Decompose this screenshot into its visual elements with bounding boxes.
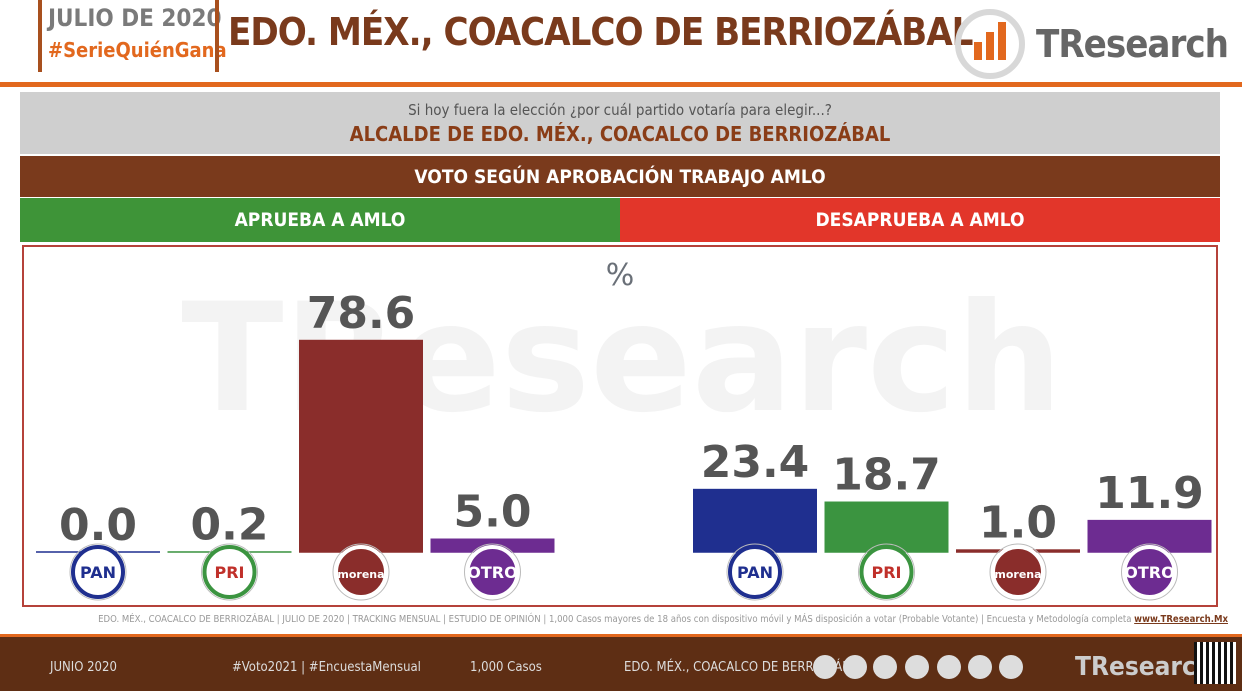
category-label: PAN [80,563,116,582]
section: VOTO SEGÚN APROBACIÓN TRABAJO AMLO [20,156,1220,197]
value-label: 0.2 [191,499,269,550]
social-icons [813,655,1023,679]
divider [215,0,219,72]
category-label: PRI [872,563,902,582]
value-label: 23.4 [701,437,810,488]
party-logo [465,545,520,599]
hashtag: #SerieQuiénGana [48,38,227,62]
category-label: PRI [215,563,245,582]
value-label: 18.7 [832,450,941,501]
category-label: morena [994,568,1041,581]
party-logo-ring [989,543,1047,601]
footer: JUNIO 2020 #Voto2021 | #EncuestaMensual … [0,634,1242,691]
bar [299,339,423,552]
qr-code [1194,642,1236,684]
footnote-link[interactable]: www.TResearch.Mx [1134,614,1228,625]
party-logo [202,545,257,599]
value-label: 1.0 [979,497,1057,548]
unit: % [606,258,635,293]
footer-brand: TResearch [1075,652,1213,682]
party-logo [728,545,782,599]
party-logo [991,545,1045,599]
value-label: 78.6 [307,288,416,339]
value-label: 11.9 [1095,468,1204,519]
divider [38,0,42,72]
office: ALCALDE DE EDO. MÉX., COACALCO DE BERRIO… [349,121,891,146]
party-logo-ring [201,543,258,601]
party-logo [334,545,388,599]
header: JULIO DE 2020 #SerieQuiénGana EDO. MÉX.,… [0,0,1242,87]
party-logo-ring [726,543,784,601]
value-label: 5.0 [454,487,532,538]
bar [693,488,817,552]
question-band: Si hoy fuera la elección ¿por cuál parti… [20,92,1220,154]
logo-icon [955,9,1025,79]
party-logo-ring [69,543,127,601]
question: Si hoy fuera la elección ¿por cuál parti… [408,100,832,119]
date: JULIO DE 2020 [48,4,222,32]
party-logo-ring [332,543,390,601]
footnote-text: EDO. MÉX., COACALCO DE BERRIOZÁBAL | JUL… [98,614,1132,625]
group-title: DESAPRUEBA A AMLO [620,198,1220,242]
footer-cases: 1,000 Casos [470,660,542,675]
category-label: PAN [737,563,773,582]
party-logo-ring [1121,543,1178,601]
footer-rule [0,634,1242,637]
brand: TResearch [1036,22,1229,66]
value-label: 0.0 [59,500,137,551]
footer-tags: #Voto2021 | #EncuestaMensual [232,660,421,675]
group-title: APRUEBA A AMLO [20,198,620,242]
category-label: OTRO [1124,563,1174,582]
category-label: OTRO [467,563,517,582]
title: EDO. MÉX., COACALCO DE BERRIOZÁBAL [228,10,973,54]
category-label: morena [337,568,384,581]
party-logo [859,545,914,599]
chart-frame [22,245,1218,607]
party-logo-ring [464,543,521,601]
party-logo-ring [858,543,915,601]
footnote: EDO. MÉX., COACALCO DE BERRIOZÁBAL | JUL… [0,614,1228,625]
party-logo [1122,545,1177,599]
chart: TResearch % 0.0PAN0.2PRI78.6morena5.0OTR… [22,245,1218,607]
header-rule [0,82,1242,87]
party-logo [71,545,125,599]
footer-month: JUNIO 2020 [50,660,117,675]
footer-place: EDO. MÉX., COACALCO DE BERRIOZÁBAL [624,660,865,675]
